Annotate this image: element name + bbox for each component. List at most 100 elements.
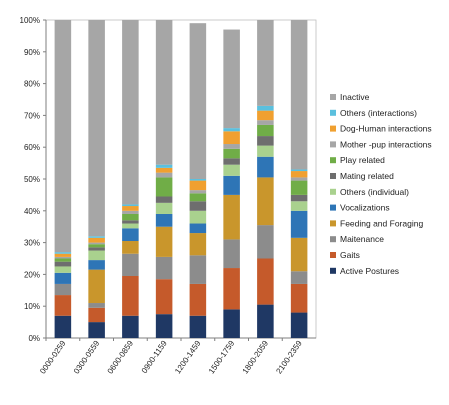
bar-segment <box>189 210 207 224</box>
bar-segment <box>290 180 308 195</box>
bar-segment <box>189 193 207 202</box>
bar-segment <box>54 261 72 267</box>
bar-segment <box>189 179 207 181</box>
legend-swatch <box>330 204 336 211</box>
bar-segment <box>189 23 207 180</box>
bar-segment <box>290 171 308 178</box>
legend-swatch <box>330 125 336 132</box>
x-tick-label: 1500-1759 <box>207 339 237 376</box>
bar-segment <box>155 213 173 227</box>
bar-segment <box>155 167 173 173</box>
bar-segment <box>155 202 173 214</box>
y-tick-label: 30% <box>24 239 40 248</box>
legend-swatch <box>330 94 336 100</box>
bar-segment <box>257 20 274 106</box>
bars-group <box>54 20 308 338</box>
bar-segment <box>257 110 274 121</box>
legend-label: Others (interactions) <box>340 108 417 118</box>
bar-segment <box>88 269 105 304</box>
bar-segment <box>54 258 72 262</box>
bar-segment <box>223 158 240 165</box>
x-tick-label: 2100-2359 <box>274 339 304 376</box>
bar-segment <box>122 213 139 221</box>
bar-segment <box>189 201 207 211</box>
y-tick-label: 0% <box>28 334 40 343</box>
bar-segment <box>88 236 105 238</box>
bar-segment <box>155 226 173 257</box>
x-tick-label: 0000-0259 <box>38 339 68 376</box>
bar-segment <box>223 148 240 159</box>
legend-swatch <box>330 236 336 243</box>
bar-segment <box>290 169 308 172</box>
legend-swatch <box>330 109 336 116</box>
legend-swatch <box>330 188 336 195</box>
bar-segment <box>257 258 274 305</box>
bar-segment <box>88 260 105 270</box>
y-tick-label: 10% <box>24 302 40 311</box>
y-tick-label: 70% <box>24 111 40 120</box>
legend-swatch <box>330 220 336 227</box>
bar-segment <box>122 253 139 276</box>
bar-segment <box>122 204 139 207</box>
legend-label: Inactive <box>340 92 370 102</box>
bar-segment <box>155 164 173 168</box>
x-tick-label: 0600-0859 <box>106 339 136 376</box>
bar-segment <box>290 271 308 284</box>
y-tick-label: 80% <box>24 80 40 89</box>
legend-label: Active Postures <box>340 266 399 276</box>
bar-segment <box>223 309 240 338</box>
legend-swatch <box>330 157 336 164</box>
bar-segment <box>88 20 105 237</box>
bar-segment <box>54 253 72 257</box>
x-tick-label: 0900-1159 <box>140 339 169 375</box>
bar-segment <box>155 314 173 338</box>
legend-label: Vocalizations <box>340 203 390 213</box>
x-tick-label: 1800-2059 <box>241 339 271 376</box>
bar-segment <box>189 180 207 191</box>
bar-segment <box>54 272 72 284</box>
bar-segment <box>122 228 139 242</box>
bar-segment <box>54 252 72 254</box>
bar-segment <box>290 201 308 211</box>
y-tick-label: 60% <box>24 143 40 152</box>
bar-segment <box>155 279 173 315</box>
bar-segment <box>189 255 207 284</box>
y-tick-label: 90% <box>24 48 40 57</box>
bar-segment <box>155 177 173 197</box>
bar-segment <box>257 177 274 226</box>
legend-label: Mating related <box>340 171 394 181</box>
bar-segment <box>223 131 240 145</box>
bar-segment <box>257 145 274 157</box>
bar-segment <box>88 244 105 248</box>
legend-swatch <box>330 141 336 148</box>
bar-segment <box>122 315 139 338</box>
bar-segment <box>223 175 240 195</box>
bar-segment <box>257 105 274 111</box>
legend-swatch <box>330 252 336 258</box>
bar-segment <box>189 190 207 194</box>
bar-segment <box>155 196 173 203</box>
legend-label: Gaits <box>340 250 360 260</box>
bar-segment <box>88 307 105 323</box>
bar-segment <box>223 239 240 269</box>
legend-swatch <box>330 267 336 274</box>
bar-segment <box>223 164 240 176</box>
bar-segment <box>122 20 139 205</box>
legend-label: Play related <box>340 155 385 165</box>
y-tick-label: 20% <box>24 270 40 279</box>
bar-segment <box>189 223 207 234</box>
legend-label: Dog-Human interactions <box>340 124 432 134</box>
bar-segment <box>54 283 72 296</box>
bar-segment <box>122 210 139 214</box>
bar-segment <box>122 241 139 254</box>
y-tick-label: 100% <box>20 16 40 25</box>
bar-segment <box>290 210 308 238</box>
legend-swatch <box>330 173 336 179</box>
bar-segment <box>290 194 308 202</box>
y-tick-label: 50% <box>24 175 40 184</box>
legend: Inactive Others (interactions) Dog-Human i… <box>330 92 432 276</box>
bar-segment <box>155 172 173 178</box>
bar-segment <box>223 128 240 132</box>
plot-frame <box>45 19 317 339</box>
